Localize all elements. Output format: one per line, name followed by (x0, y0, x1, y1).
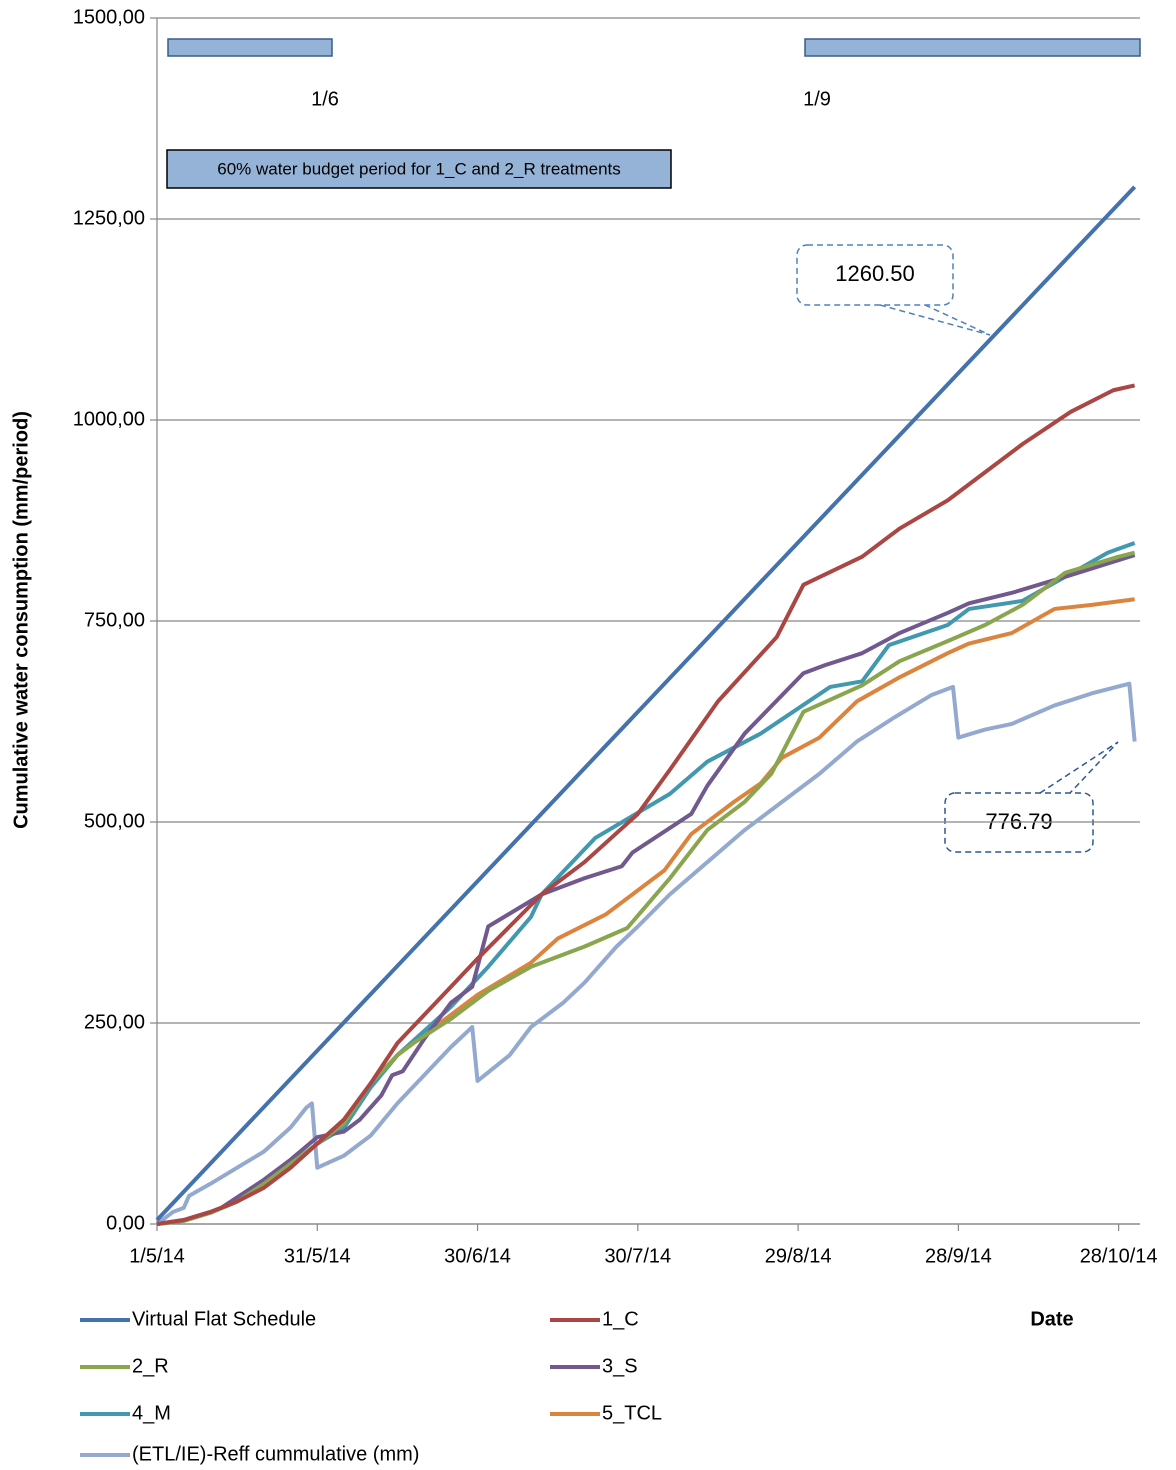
legend-label: (ETL/IE)-Reff cummulative (mm) (132, 1443, 419, 1465)
series-line (156, 553, 1136, 1226)
legend-label: Virtual Flat Schedule (132, 1308, 316, 1330)
y-tick-label: 1000,00 (73, 408, 145, 430)
y-tick-label: 750,00 (84, 609, 145, 631)
x-tick-label: 30/6/14 (444, 1245, 511, 1267)
period-bar (167, 38, 333, 57)
y-axis-title: Cumulative water consumption (mm/period) (10, 411, 32, 829)
period-bar (804, 38, 1141, 57)
x-tick-label: 31/5/14 (284, 1245, 351, 1267)
y-tick-label: 1250,00 (73, 207, 145, 229)
legend-label: 1_C (602, 1308, 639, 1330)
legend-label: 4_M (132, 1402, 171, 1424)
series-line (155, 185, 1137, 1222)
x-axis-title: Date (1030, 1308, 1073, 1330)
annotation: 1/9 (803, 88, 831, 110)
callout (796, 244, 991, 336)
callout (944, 741, 1119, 853)
x-tick-label: 28/9/14 (925, 1245, 992, 1267)
x-tick-label: 1/5/14 (129, 1245, 185, 1267)
x-tick-label: 29/8/14 (765, 1245, 832, 1267)
x-tick-label: 28/10/14 (1080, 1245, 1158, 1267)
legend-label: 3_S (602, 1355, 638, 1377)
y-tick-label: 250,00 (84, 1011, 145, 1033)
annotation: 1260.50 (835, 261, 915, 286)
annotation: 776.79 (985, 809, 1052, 834)
y-tick-label: 0,00 (106, 1212, 145, 1234)
series-line (156, 550, 1136, 1226)
annotation: 1/6 (311, 88, 339, 110)
x-tick-label: 30/7/14 (604, 1245, 671, 1267)
series-line (156, 383, 1136, 1226)
series-line (155, 681, 1137, 1226)
y-tick-label: 500,00 (84, 810, 145, 832)
y-tick-label: 1500,00 (73, 6, 145, 28)
legend-label: 5_TCL (602, 1402, 662, 1424)
legend-label: 2_R (132, 1355, 169, 1377)
legend-box (166, 149, 672, 189)
annotation: 60% water budget period for 1_C and 2_R … (217, 159, 621, 178)
series-line (156, 597, 1135, 1226)
